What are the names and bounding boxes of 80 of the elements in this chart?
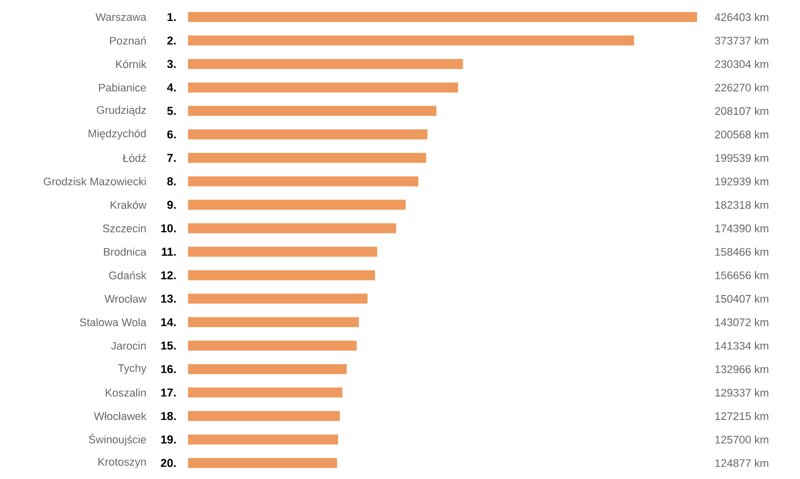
text: 7. [167,154,176,162]
bar [188,12,698,22]
text: 11. [162,248,176,256]
y-tick-label: Poznań [110,36,146,45]
bar [188,176,418,186]
text: 8. [167,177,176,186]
y-tick-label: Jarocin [111,342,146,350]
text: 16. [161,365,176,374]
data-label: 174390 km [715,224,768,232]
data-label: 125700 km [715,435,768,444]
data-label: 373737 km [714,36,768,45]
text: 6. [167,130,176,138]
bar [188,458,338,468]
text: 3. [167,60,176,68]
data-label: 143072 km [715,318,768,326]
text: 10. [161,224,176,232]
data-label: 158466 km [715,248,768,256]
data-label: 200568 km [715,130,768,138]
bar [188,411,340,422]
bar [188,200,406,210]
text: 13. [161,294,176,303]
text: 14. [161,318,176,326]
y-tick-label: Pabianice [99,83,146,92]
bar [188,364,347,374]
y-tick-label: Grodzisk Mazowiecki [44,177,146,186]
data-label: 182318 km [715,200,768,209]
y-tick-label: Szczecin [102,224,146,232]
text: 4. [167,83,176,92]
bar [188,246,378,257]
bar [188,294,368,304]
y-tick-label: Łódź [122,154,146,162]
y-tick-label: Stalowa Wola [80,318,146,326]
y-tick-label: Świnoujście [88,433,146,446]
y-tick-label: Kraków [110,200,146,209]
y-tick-label: Brodnica [104,248,146,256]
data-label: 192939 km [715,177,768,186]
bar [188,129,428,140]
bar [188,434,338,444]
data-label: 426403 km [714,13,768,22]
data-label: 129337 km [715,388,768,397]
bar [188,106,436,116]
bar [188,317,359,328]
data-label: 127215 km [715,412,768,420]
text: 12. [161,271,176,280]
data-label: 208107 km [715,106,768,115]
bar [188,82,458,92]
y-tick-label: Krotoszyn [98,458,146,468]
text: 15. [161,342,176,350]
text: 2. [167,36,176,45]
data-label: 230304 km [715,60,768,68]
text: 5. [167,106,176,115]
text: 17. [161,388,176,397]
bar [188,58,463,69]
data-label: 141334 km [715,342,768,350]
text: 9. [167,200,176,209]
bar [188,340,357,351]
bar [188,223,396,234]
y-tick-label: Kórnik [116,60,146,68]
bar [188,152,426,163]
y-tick-label: Włocławek [94,412,146,420]
y-tick-label: Wrocław [104,294,146,303]
data-label: 226270 km [715,83,768,92]
data-label: 132966 km [715,365,768,374]
data-label: 150407 km [715,294,768,303]
data-label: 156656 km [715,271,768,280]
y-tick-label: Gdańsk [109,271,146,280]
y-tick-label: Koszalin [106,388,146,397]
data-label: 124877 km [715,458,768,468]
y-tick-label: Warszawa [96,13,146,21]
bar [188,36,634,46]
data-label: 199539 km [715,154,768,162]
text: 20. [160,458,176,468]
text: 18. [161,412,176,420]
y-tick-label: Grudziądz [96,106,146,116]
text: 1. [168,13,176,21]
y-tick-label: Tychy [118,364,146,374]
bar [188,270,376,280]
y-tick-label: Międzychód [88,129,146,140]
bar [188,388,342,398]
text: 19. [161,435,176,444]
